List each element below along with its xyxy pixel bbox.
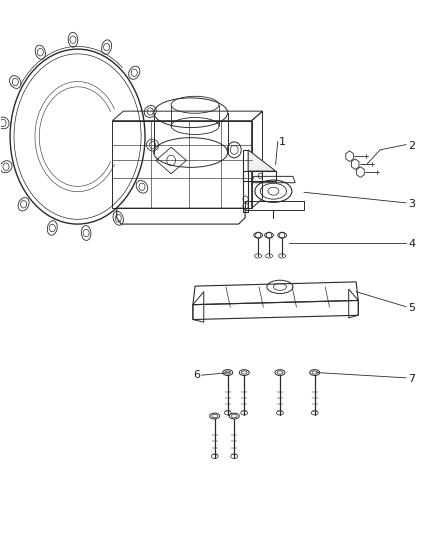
Text: 1: 1 [279, 137, 286, 147]
Text: 2: 2 [408, 141, 416, 151]
Text: 7: 7 [408, 374, 416, 384]
Text: 4: 4 [408, 239, 416, 249]
Polygon shape [248, 150, 276, 171]
Text: 6: 6 [194, 370, 201, 380]
Text: 3: 3 [408, 199, 415, 209]
Text: 5: 5 [408, 303, 415, 313]
